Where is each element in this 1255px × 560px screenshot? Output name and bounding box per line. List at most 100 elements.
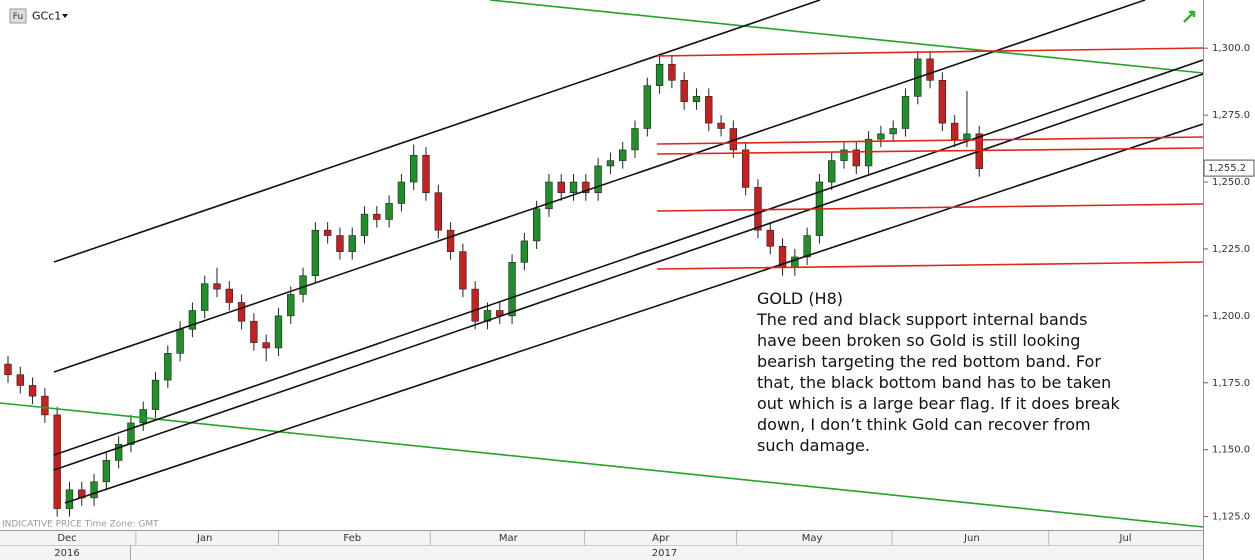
red-band-line — [656, 203, 1203, 212]
y-tick-label: 1,250.0 — [1212, 177, 1250, 188]
black-trend-line — [53, 59, 1203, 456]
candle-body — [323, 229, 332, 236]
x-tick-label: Jun — [963, 533, 980, 544]
annotation: The red and black support internal bands… — [756, 310, 1121, 455]
red-band-line — [656, 147, 1203, 155]
candle-body — [692, 96, 701, 103]
symbol-badge[interactable] — [9, 8, 27, 24]
candle-body — [250, 320, 258, 343]
candle-body — [188, 310, 197, 330]
candle-body — [532, 208, 541, 242]
candle-body — [926, 58, 934, 81]
candle-body — [385, 203, 393, 220]
candle-body — [28, 385, 37, 397]
y-tick-label: 1,275.0 — [1212, 110, 1250, 121]
candle-body — [397, 181, 406, 204]
candle-body — [274, 315, 283, 349]
candle-body — [655, 63, 664, 86]
trend-icon[interactable] — [1183, 10, 1196, 23]
year-label: 2017 — [652, 548, 677, 559]
candle-body — [569, 181, 578, 194]
x-tick-label: Feb — [343, 533, 361, 544]
annotation-line: that, the black bottom band has to be ta… — [757, 373, 1111, 392]
candle-body — [237, 302, 246, 322]
last-price-label: 1,255.2 — [1208, 163, 1246, 174]
candle-body — [631, 128, 639, 151]
candle-body — [102, 460, 111, 483]
candle-body — [717, 122, 725, 129]
candle-body — [963, 133, 971, 140]
trend-lines — [0, 0, 1203, 528]
candle-body — [114, 444, 123, 461]
candle-body — [299, 275, 307, 295]
annotation-line: The red and black support internal bands — [756, 310, 1087, 329]
candle-body — [864, 138, 873, 167]
red-band-line — [656, 47, 1203, 57]
red-band-line — [656, 136, 1203, 145]
candle-body — [225, 288, 233, 303]
candle-body — [877, 133, 885, 140]
x-tick-label: May — [802, 533, 823, 544]
candle-body — [754, 187, 762, 231]
candle-body — [705, 96, 713, 124]
candle-body — [901, 96, 910, 129]
candle-body — [373, 213, 381, 220]
candle-body — [508, 262, 516, 317]
x-tick-label: Jul — [1119, 533, 1132, 544]
candle-body — [889, 128, 897, 135]
annotation-line: such damage. — [757, 436, 870, 455]
candle-body — [741, 149, 750, 188]
candle-body — [4, 363, 12, 376]
candle-body — [459, 251, 467, 290]
candle-body — [348, 235, 356, 252]
black-trend-line — [64, 123, 1203, 504]
candle-body — [90, 481, 98, 499]
annotation-line: bearish targeting the red bottom band. F… — [757, 352, 1101, 371]
black-trend-line — [53, 0, 1146, 373]
candle-body — [938, 80, 947, 124]
candle-body — [803, 235, 811, 258]
last-price-box — [1203, 159, 1255, 177]
candle-body — [422, 154, 430, 194]
green-trend-line — [0, 402, 1203, 528]
candle-body — [336, 235, 344, 252]
y-tick-label: 1,225.0 — [1212, 244, 1250, 255]
candle-body — [41, 395, 49, 416]
candle-body — [668, 63, 676, 81]
candle-body — [446, 229, 455, 252]
candle-body — [65, 489, 74, 509]
x-tick-label: Dec — [57, 533, 76, 544]
candle-body — [840, 149, 848, 161]
x-tick-label: Mar — [499, 533, 519, 544]
candle-body — [680, 80, 688, 103]
candle-body — [619, 149, 627, 161]
candle-body — [766, 229, 774, 247]
candle-body — [557, 181, 565, 194]
green-trend-line — [489, 0, 1203, 74]
y-tick-label: 1,150.0 — [1212, 445, 1250, 456]
symbol-dropdown[interactable] — [62, 14, 68, 18]
candle-body — [594, 165, 602, 194]
annotation-line: have been broken so Gold is still lookin… — [757, 331, 1080, 350]
candle-body — [262, 342, 270, 349]
annotation-line: out which is a large bear flag. If it do… — [757, 394, 1121, 413]
x-tick-label: Jan — [196, 533, 212, 544]
candle-body — [828, 160, 836, 183]
candle-body — [311, 229, 320, 277]
y-tick-label: 1,175.0 — [1212, 378, 1250, 389]
candle-body — [139, 409, 147, 424]
candle-body — [545, 181, 553, 210]
symbol-prefix: Fu — [13, 12, 23, 22]
candle-body — [950, 122, 959, 140]
candle-body — [16, 374, 24, 386]
y-axis-panel — [1203, 0, 1255, 530]
candle-body — [213, 283, 221, 290]
annotation-line: down, I don’t think Gold can recover fro… — [757, 415, 1091, 434]
candle-body — [127, 422, 135, 445]
black-trend-line — [53, 0, 821, 263]
red-band-line — [656, 261, 1203, 270]
y-tick-label: 1,300.0 — [1212, 43, 1250, 54]
symbol[interactable]: GCc1 — [32, 10, 61, 23]
plot-area — [4, 50, 983, 517]
candle-body — [852, 149, 860, 167]
